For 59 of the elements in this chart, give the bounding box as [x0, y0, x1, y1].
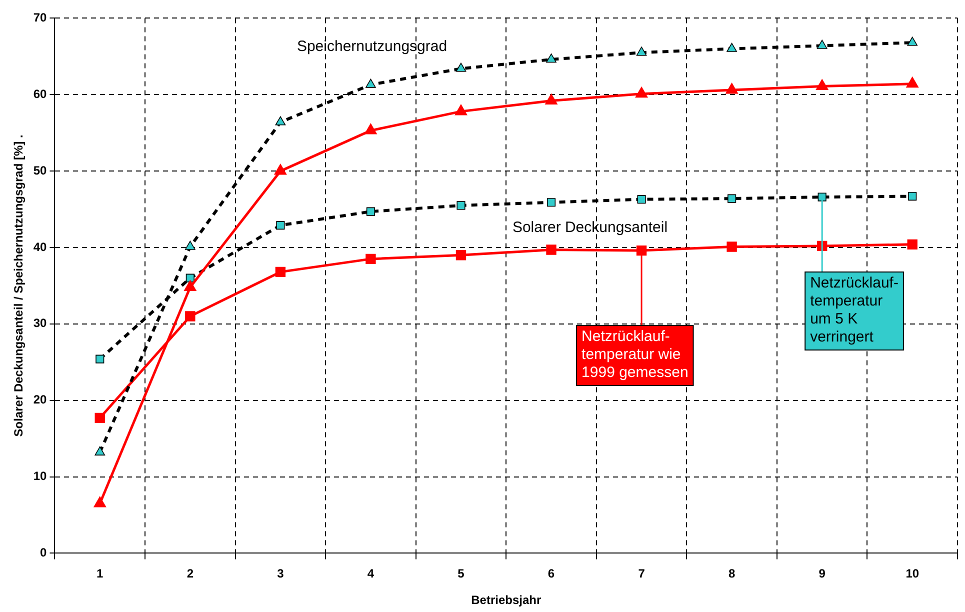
point: [454, 104, 468, 116]
x-tick-label: 9: [818, 566, 826, 581]
x-tick-label: 4: [367, 566, 374, 581]
y-tick-label: 60: [33, 86, 48, 101]
point: [906, 76, 918, 88]
x-axis-title: Betriebsjahr: [471, 593, 542, 608]
point: [816, 79, 828, 90]
y-tick-label: 20: [33, 392, 48, 407]
point: [275, 266, 286, 278]
point: [185, 311, 196, 322]
point: [456, 62, 466, 72]
point: [635, 86, 648, 98]
point: [364, 124, 377, 134]
point: [94, 412, 105, 424]
point: [456, 250, 466, 260]
y-axis-title: Solarer Deckungsanteil / Speichernutzungsgrad [%] .: [12, 134, 26, 437]
point: [728, 194, 736, 203]
point: [275, 116, 286, 126]
x-tick-label: 1: [96, 566, 104, 581]
x-tick-label: 6: [548, 566, 555, 581]
point: [366, 207, 375, 216]
point: [96, 354, 104, 364]
y-tick-label: 70: [33, 10, 48, 25]
point: [546, 54, 556, 63]
x-tick-label: 8: [728, 566, 736, 581]
point: [907, 239, 918, 250]
x-tick-label: 5: [458, 566, 465, 581]
point: [456, 201, 466, 210]
y-tick-label: 10: [33, 469, 48, 484]
point: [546, 198, 556, 207]
x-tick-label: 3: [277, 566, 284, 581]
annotation: Netzrücklauf-temperatur um 5 K verringert: [810, 274, 898, 346]
point: [546, 244, 556, 255]
point: [637, 195, 646, 204]
x-tick-label: 7: [638, 566, 646, 581]
point: [818, 192, 826, 202]
point: [908, 192, 917, 201]
point: [726, 42, 737, 52]
point: [366, 78, 376, 88]
annotation: Netzrücklauf-temperatur wie 1999 gemessen: [582, 328, 688, 382]
point: [545, 94, 558, 104]
point: [274, 164, 287, 175]
point: [907, 36, 918, 46]
y-tick-label: 40: [33, 240, 48, 254]
point: [366, 254, 376, 264]
point: [185, 240, 196, 250]
y-tick-label: 50: [33, 163, 48, 178]
annotation: Solarer Deckungsanteil: [512, 219, 668, 236]
x-tick-label: 2: [186, 566, 194, 581]
annotation: Speichernutzungsgrad: [296, 38, 448, 56]
point: [816, 40, 828, 49]
point: [276, 221, 285, 230]
point: [726, 83, 738, 94]
point: [636, 46, 647, 56]
point: [636, 245, 647, 256]
x-tick-label: 10: [906, 566, 920, 581]
y-tick-label: 30: [33, 316, 48, 330]
y-tick-label: 0: [40, 546, 48, 560]
point: [726, 242, 737, 252]
